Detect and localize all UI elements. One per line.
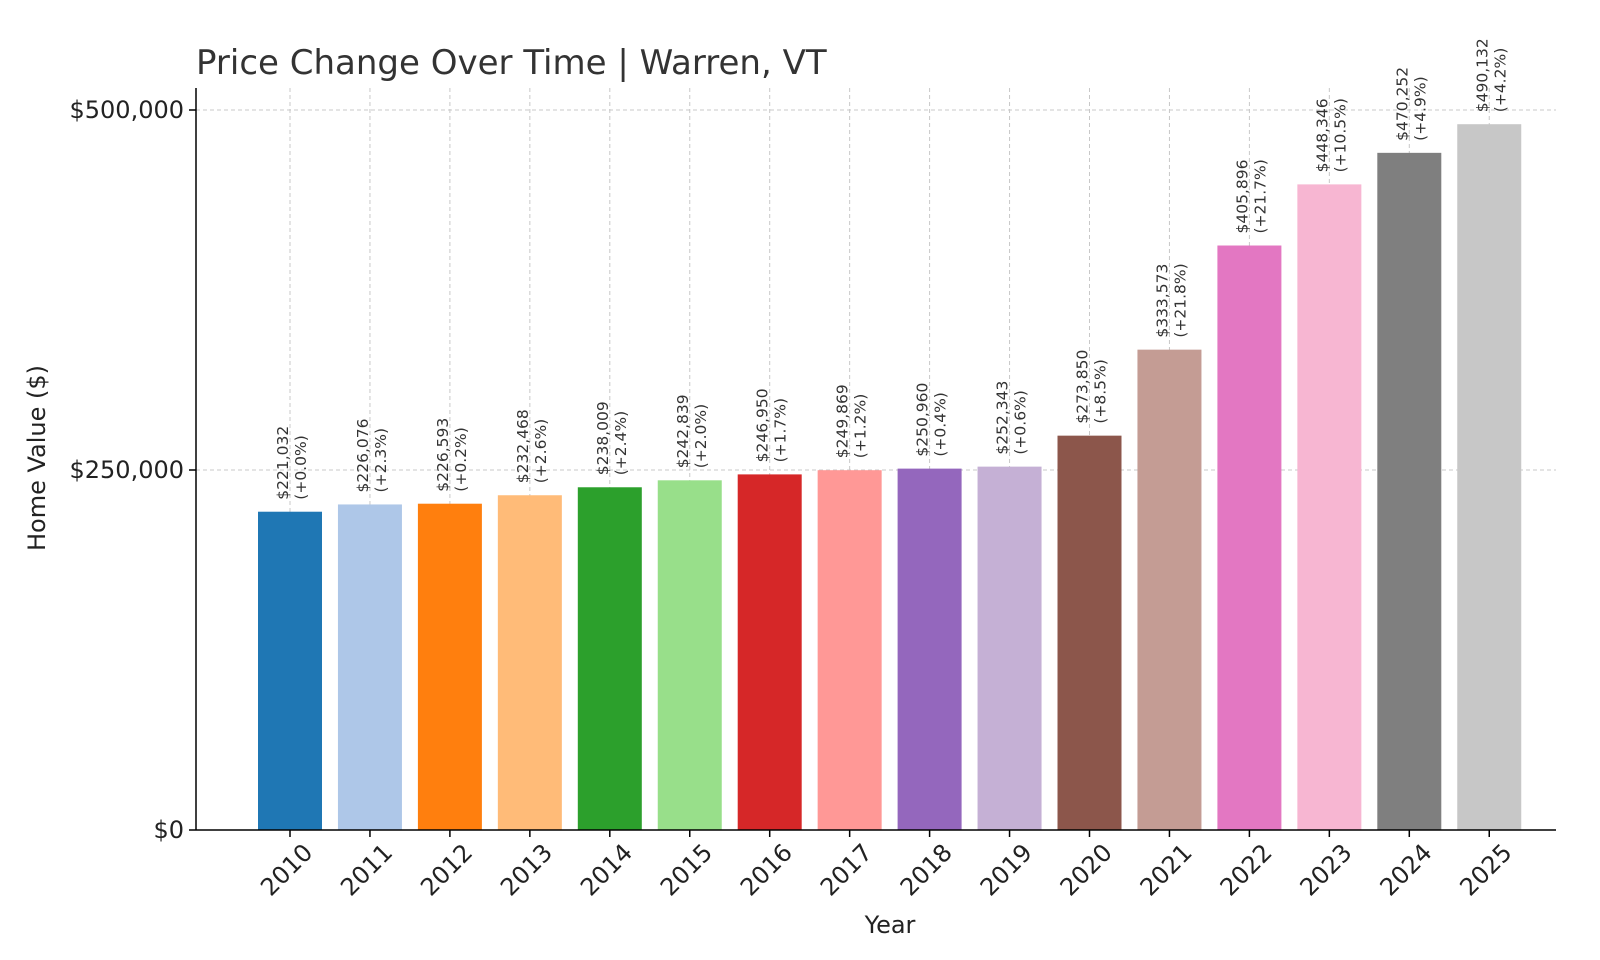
bar-label-2018: $250,960 (+0.4%) xyxy=(914,383,950,457)
bar-label-2010: $221,032 (+0.0%) xyxy=(274,426,310,500)
bar-2014 xyxy=(577,487,642,830)
bar-label-2016: $246,950 (+1.7%) xyxy=(754,388,790,462)
bar-value-label: $405,896 xyxy=(1233,160,1251,234)
bar-value-label: $238,009 xyxy=(594,401,612,475)
bar-value-label: $333,573 xyxy=(1153,264,1171,338)
y-tick-label: $250,000 xyxy=(69,456,184,484)
bar-label-2019: $252,343 (+0.6%) xyxy=(994,381,1030,455)
bar-2019 xyxy=(977,466,1042,830)
bar-label-2011: $226,076 (+2.3%) xyxy=(354,418,390,492)
bar-value-label: $246,950 xyxy=(754,388,772,462)
x-tick-label: 2016 xyxy=(735,838,798,901)
bar-label-2022: $405,896 (+21.7%) xyxy=(1233,159,1269,233)
bar-label-2020: $273,850 (+8.5%) xyxy=(1074,350,1110,424)
bar-2018 xyxy=(897,468,962,830)
x-tick-label: 2022 xyxy=(1215,838,1278,901)
bar-2023 xyxy=(1297,184,1362,830)
y-ticks: $0 $250,000 $500,000 xyxy=(69,96,196,844)
x-axis-label: Year xyxy=(864,911,916,939)
bar-value-label: $249,869 xyxy=(834,384,852,458)
bar-change-label: (+1.2%) xyxy=(852,394,870,458)
bar-label-2025: $490,132 (+4.2%) xyxy=(1473,38,1509,112)
bar-change-label: (+0.4%) xyxy=(932,392,950,456)
x-tick-label: 2019 xyxy=(975,838,1038,901)
bar-2017 xyxy=(817,470,882,830)
x-tick-label: 2020 xyxy=(1055,838,1118,901)
x-tick-label: 2011 xyxy=(335,838,398,901)
bar-2022 xyxy=(1217,245,1282,830)
y-tick-label: $0 xyxy=(153,816,184,844)
bar-change-label: (+1.7%) xyxy=(772,398,790,462)
bar-value-label: $448,346 xyxy=(1313,98,1331,172)
bar-label-2013: $232,468 (+2.6%) xyxy=(514,409,550,483)
y-tick-label: $500,000 xyxy=(69,96,184,124)
bar-change-label: (+8.5%) xyxy=(1092,359,1110,423)
bar-change-label: (+21.7%) xyxy=(1251,159,1269,233)
bar-label-2021: $333,573 (+21.8%) xyxy=(1153,263,1189,337)
x-tick-label: 2015 xyxy=(655,838,718,901)
bar-value-label: $226,593 xyxy=(434,418,452,492)
bar-change-label: (+2.3%) xyxy=(372,428,390,492)
bar-value-label: $252,343 xyxy=(994,381,1012,455)
x-tick-label: 2024 xyxy=(1375,838,1438,901)
x-tick-label: 2017 xyxy=(815,838,878,901)
bar-value-label: $232,468 xyxy=(514,409,532,483)
bar-label-2024: $470,252 (+4.9%) xyxy=(1393,67,1429,141)
x-tick-label: 2025 xyxy=(1455,838,1518,901)
bar-change-label: (+2.6%) xyxy=(532,419,550,483)
bar-change-label: (+4.2%) xyxy=(1491,48,1509,112)
bar-change-label: (+0.2%) xyxy=(452,427,470,491)
bar-2015 xyxy=(657,480,722,830)
bar-label-2012: $226,593 (+0.2%) xyxy=(434,418,470,492)
bar-change-label: (+0.6%) xyxy=(1012,390,1030,454)
bar-2010 xyxy=(258,511,322,830)
x-ticks: 2010 2011 2012 2013 2014 2015 2016 2017 2018 2019… xyxy=(255,830,1517,901)
x-tick-label: 2010 xyxy=(255,838,318,901)
bar-value-label: $242,839 xyxy=(674,394,692,468)
bar-change-label: (+2.4%) xyxy=(612,411,630,475)
chart-title: Price Change Over Time | Warren, VT xyxy=(196,43,827,83)
bar-2013 xyxy=(497,495,562,830)
bar-change-label: (+21.8%) xyxy=(1171,263,1189,337)
bar-2012 xyxy=(417,503,482,830)
bar-2016 xyxy=(737,474,802,830)
bar-2011 xyxy=(337,504,402,830)
bar-change-label: (+10.5%) xyxy=(1331,98,1349,172)
bar-value-label: $221,032 xyxy=(274,426,292,500)
bar-label-2017: $249,869 (+1.2%) xyxy=(834,384,870,458)
bar-value-label: $470,252 xyxy=(1393,67,1411,141)
bar-value-label: $490,132 xyxy=(1473,38,1491,112)
x-tick-label: 2023 xyxy=(1295,838,1358,901)
bar-label-2023: $448,346 (+10.5%) xyxy=(1313,98,1349,172)
bar-change-label: (+2.0%) xyxy=(692,404,710,468)
x-tick-label: 2018 xyxy=(895,838,958,901)
bar-2025 xyxy=(1457,124,1522,831)
bar-value-label: $250,960 xyxy=(914,383,932,457)
bar-2021 xyxy=(1137,349,1202,830)
x-tick-label: 2021 xyxy=(1135,838,1198,901)
bar-change-label: (+0.0%) xyxy=(292,435,310,499)
bar-label-2014: $238,009 (+2.4%) xyxy=(594,401,630,475)
bar-2020 xyxy=(1057,435,1122,830)
bar-change-label: (+4.9%) xyxy=(1411,76,1429,140)
bar-2024 xyxy=(1377,152,1442,831)
x-tick-label: 2013 xyxy=(495,838,558,901)
bar-value-labels: $221,032 (+0.0%) $226,076 (+2.3%) $226,593 (+… xyxy=(274,38,1509,499)
bars xyxy=(258,124,1522,831)
bar-value-label: $226,076 xyxy=(354,418,372,492)
bar-label-2015: $242,839 (+2.0%) xyxy=(674,394,710,468)
x-tick-label: 2014 xyxy=(575,838,638,901)
x-tick-label: 2012 xyxy=(415,838,478,901)
bar-value-label: $273,850 xyxy=(1074,350,1092,424)
y-axis-label: Home Value ($) xyxy=(23,365,51,551)
